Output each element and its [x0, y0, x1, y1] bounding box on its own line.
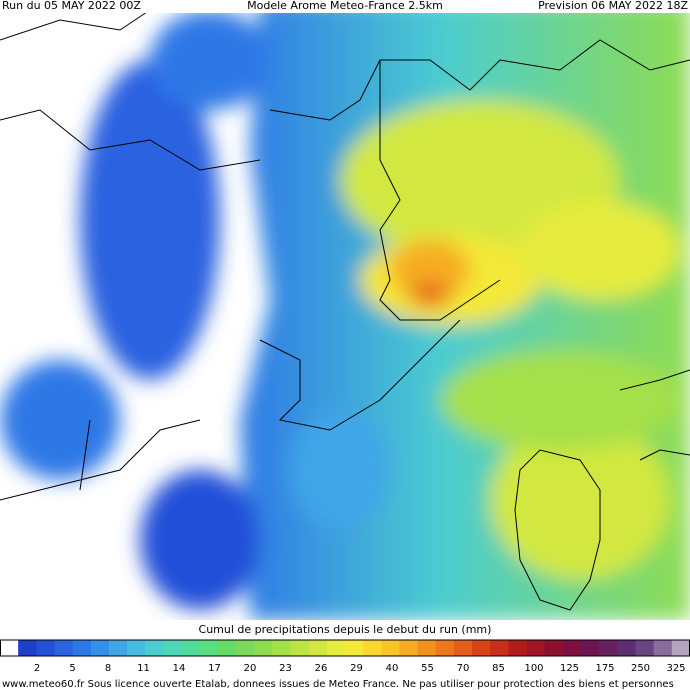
color-swatch [72, 640, 92, 656]
legend-tick-label: 175 [595, 663, 614, 674]
color-swatch [653, 640, 673, 656]
color-swatch [199, 640, 219, 656]
legend-tick-label: 11 [137, 663, 150, 674]
legend-tick-label: 29 [350, 663, 363, 674]
color-swatch [617, 640, 637, 656]
color-swatch [453, 640, 473, 656]
color-swatch [181, 640, 201, 656]
footer: www.meteo60.fr Sous licence ouverte Etal… [2, 679, 674, 690]
model-label: Modele Arome Meteo-France 2.5km [247, 0, 443, 12]
color-swatch [127, 640, 146, 656]
color-swatch [290, 640, 310, 656]
color-swatch [326, 640, 346, 656]
legend-tick-label: 2 [34, 663, 40, 674]
legend-tick-label: 125 [560, 663, 579, 674]
color-swatch [345, 640, 364, 656]
color-swatch [544, 640, 564, 656]
color-swatch [381, 640, 400, 656]
color-swatch [18, 640, 37, 656]
color-swatch [36, 640, 55, 656]
legend-title: Cumul de precipitations depuis le debut … [199, 623, 492, 636]
header-bar [0, 0, 690, 13]
color-swatch [272, 640, 292, 656]
legend-tick-label: 85 [492, 663, 505, 674]
color-swatch [108, 640, 128, 656]
color-swatch [671, 640, 690, 656]
color-swatch [399, 640, 419, 656]
legend-tick-label: 55 [421, 663, 434, 674]
legend-tick-label: 26 [315, 663, 328, 674]
color-swatch [526, 640, 546, 656]
color-swatch [562, 640, 582, 656]
color-swatch [0, 640, 19, 656]
color-swatch [145, 640, 164, 656]
color-swatch [90, 640, 110, 656]
color-swatch [236, 640, 255, 656]
forecast-label: Prevision 06 MAY 2022 18Z [538, 0, 688, 12]
legend-tick-label: 8 [105, 663, 111, 674]
legend-tick-label: 40 [386, 663, 399, 674]
color-swatch [308, 640, 328, 656]
legend-tick-label: 20 [244, 663, 257, 674]
color-swatch [163, 640, 183, 656]
run-label: Run du 05 MAY 2022 00Z [2, 0, 141, 12]
legend-tick-label: 325 [666, 663, 685, 674]
color-swatch [581, 640, 600, 656]
map [0, 0, 690, 620]
legend-tick-label: 70 [457, 663, 470, 674]
color-swatch [508, 640, 528, 656]
color-swatch [490, 640, 509, 656]
legend-tick-label: 23 [279, 663, 292, 674]
color-swatch [363, 640, 382, 656]
color-swatch [635, 640, 655, 656]
color-swatch [599, 640, 618, 656]
legend-tick-label: 5 [69, 663, 75, 674]
legend-tick-label: 14 [173, 663, 186, 674]
color-swatch [417, 640, 437, 656]
color-swatch [217, 640, 237, 656]
color-swatch [254, 640, 273, 656]
legend-tick-label: 250 [631, 663, 650, 674]
legend-tick-label: 17 [208, 663, 221, 674]
color-swatch [54, 640, 74, 656]
color-swatch [472, 640, 491, 656]
color-swatch [435, 640, 455, 656]
legend-tick-label: 100 [524, 663, 543, 674]
